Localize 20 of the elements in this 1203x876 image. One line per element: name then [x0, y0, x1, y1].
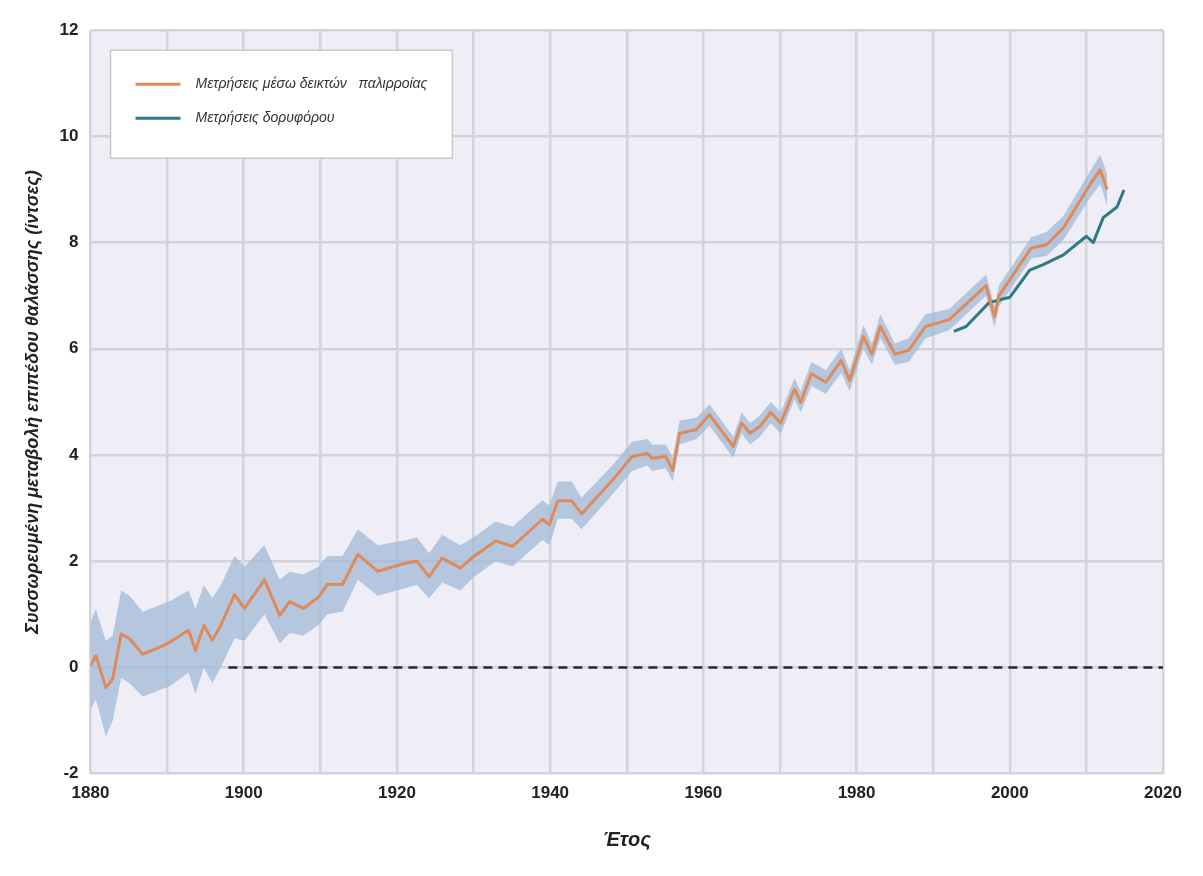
x-axis-title: Έτος [602, 827, 652, 851]
y-axis-title: Συσσωρευμένη μεταβολή επιπέδου θαλάσσης (ίντσες) [21, 170, 42, 635]
y-tick-label: -2 [63, 763, 79, 783]
y-tick-label: 2 [69, 550, 79, 570]
y-tick-label: 8 [69, 232, 79, 252]
x-tick-label: 2000 [990, 783, 1029, 803]
legend-label: Μετρήσεις μέσω δεικτών παλιρροίας [195, 75, 428, 92]
x-tick-label: 1880 [71, 783, 110, 803]
y-tick-label: 0 [69, 657, 79, 677]
y-tick-label: 4 [69, 444, 80, 464]
x-tick-label: 1920 [378, 783, 416, 803]
x-tick-label: 2020 [1144, 783, 1182, 803]
x-tick-label: 1940 [531, 783, 570, 803]
y-tick-label: 12 [59, 19, 79, 39]
x-tick-label: 1960 [684, 783, 723, 803]
y-tick-label: 6 [69, 338, 79, 358]
y-tick-label: 10 [59, 126, 79, 146]
legend-label: Μετρήσεις δορυφόρου [195, 109, 335, 126]
x-tick-label: 1980 [837, 783, 876, 803]
x-tick-label: 1900 [224, 783, 263, 803]
